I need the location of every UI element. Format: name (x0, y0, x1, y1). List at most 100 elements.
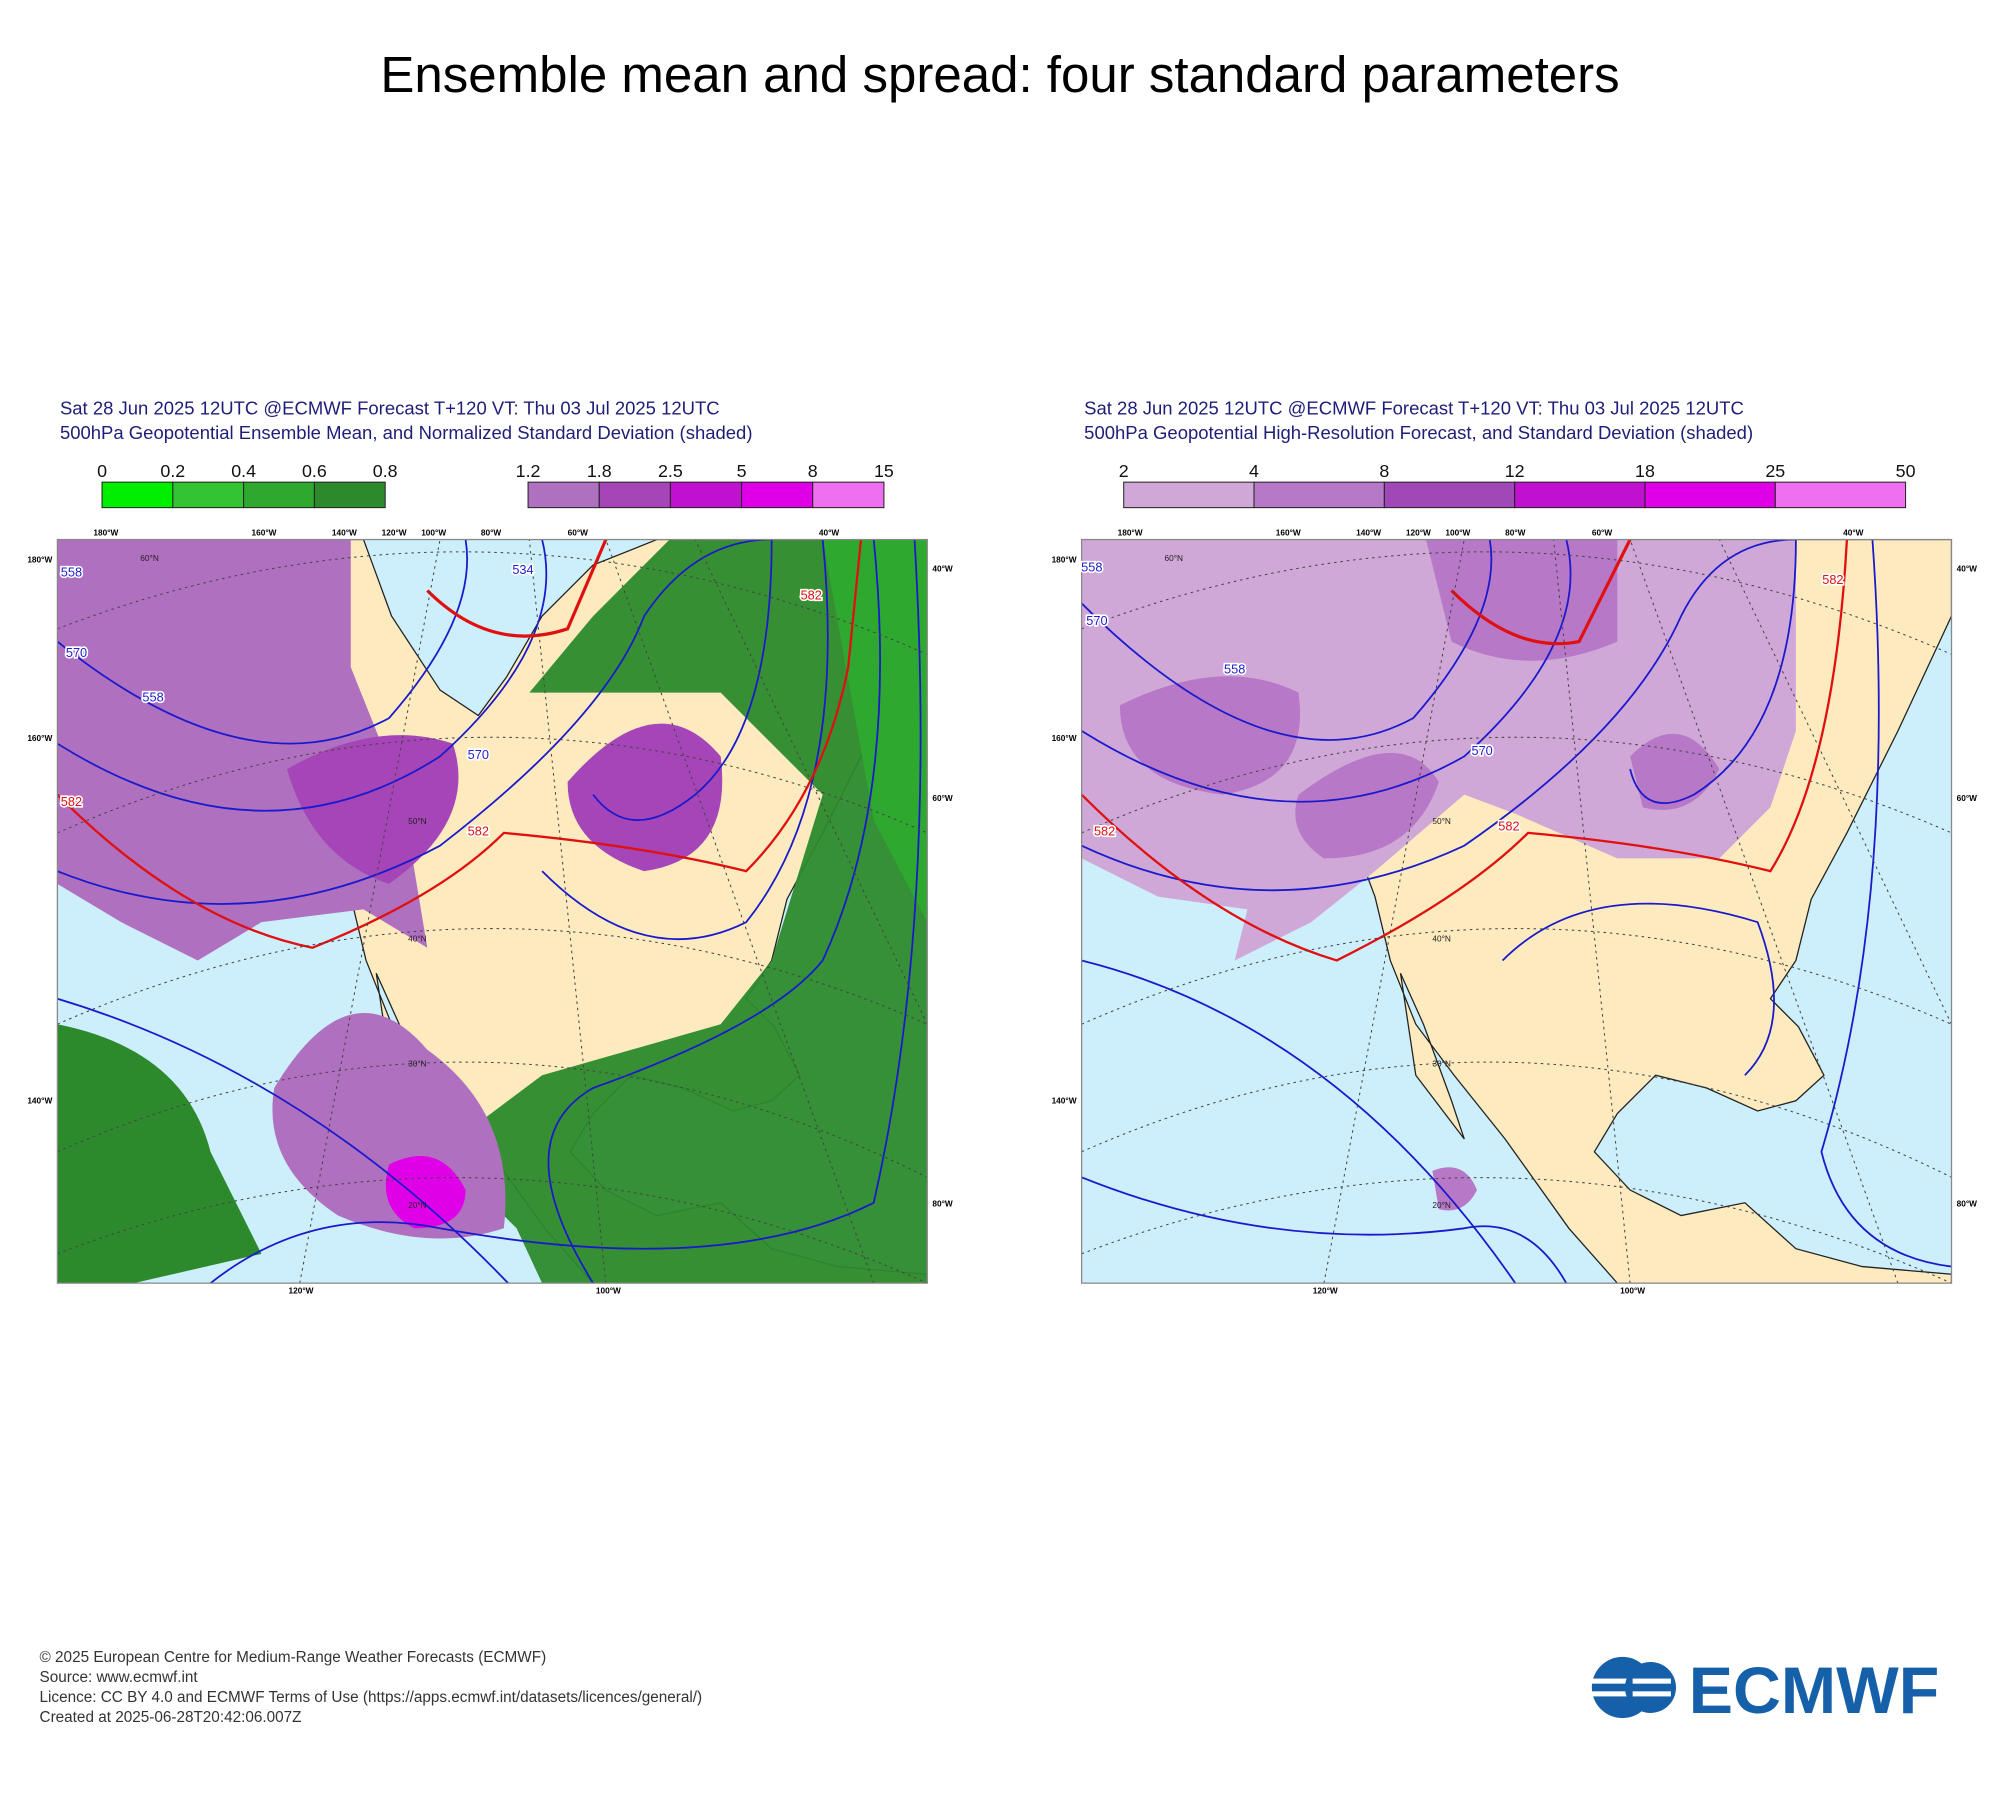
lon-label: 140°W (332, 528, 357, 538)
contour-label: 582 (1498, 818, 1519, 833)
map-ensemble (57, 539, 928, 1284)
lon-label: 80°W (1505, 528, 1526, 538)
shade-green-sw (57, 1024, 262, 1284)
lon-label: 140°W (27, 1095, 52, 1105)
contour-label: 570 (66, 645, 87, 660)
lat-label: 40°N (1432, 933, 1451, 943)
lon-label: 160°W (27, 733, 52, 743)
lat-label: 20°N (408, 1200, 427, 1210)
lat-label: 60°N (140, 553, 159, 563)
lat-label: 60°N (1165, 553, 1184, 563)
colorbar-label: 12 (1505, 461, 1525, 481)
lon-label: 100°W (1445, 528, 1470, 538)
lon-label: 100°W (421, 528, 446, 538)
lon-label: 120°W (289, 1285, 314, 1295)
colorbar-label: 1.2 (516, 461, 541, 481)
colorbar-segment (1383, 481, 1516, 509)
shade-green-dark (440, 539, 928, 1284)
colorbar-label: 25 (1765, 461, 1785, 481)
shade-purple-lakes (567, 723, 723, 872)
shade-none (516, 813, 774, 1037)
contour-label: 582 (801, 587, 822, 602)
colorbar-label: 8 (1379, 461, 1389, 481)
lon-label: 60°W (1592, 528, 1613, 538)
lon-label: 140°W (1356, 528, 1381, 538)
colorbar-segment (1253, 481, 1385, 509)
contours (1081, 539, 1952, 1284)
contour-label: 582 (468, 823, 489, 838)
lon-label: 180°W (1052, 554, 1077, 564)
colorbar-label: 0.8 (373, 461, 398, 481)
ecmwf-logo: ECMWF (1589, 1654, 1939, 1728)
page-title: Ensemble mean and spread: four standard … (380, 46, 1619, 103)
contour-582 (1081, 539, 1849, 962)
colorbar-label: 50 (1896, 461, 1916, 481)
colorbar-label: 0 (97, 461, 107, 481)
lon-label: 140°W (1052, 1095, 1077, 1105)
colorbar-segment (172, 481, 245, 509)
lon-label: 160°W (1276, 528, 1301, 538)
contours (57, 539, 922, 1284)
shade-mid-north (1426, 539, 1618, 661)
contour-label: 558 (142, 690, 163, 705)
lon-label: 80°W (481, 528, 502, 538)
colorbar-label: 8 (808, 461, 818, 481)
colorbar-label: 0.2 (160, 461, 185, 481)
contour-label: 582 (61, 794, 82, 809)
contour-label: 558 (61, 565, 82, 580)
contour-label: 582 (1094, 823, 1115, 838)
contour-label: 534 (512, 562, 533, 577)
colorbar-label: 0.4 (231, 461, 256, 481)
shade-light (1081, 539, 1796, 961)
shade-green (822, 539, 928, 923)
logo-text: ECMWF (1689, 1654, 1939, 1728)
footer-line: © 2025 European Centre for Medium-Range … (40, 1649, 547, 1666)
shade-mid-lakes (1630, 733, 1720, 810)
colorbar-label: 0.6 (302, 461, 327, 481)
lon-label: 40°W (932, 563, 953, 573)
shade-mid-west (1295, 752, 1439, 859)
lat-label: 40°N (408, 933, 427, 943)
lon-label: 80°W (932, 1199, 953, 1209)
panel-header: 500hPa Geopotential Ensemble Mean, and N… (60, 422, 753, 443)
contour-red-thick (1450, 539, 1632, 646)
lat-label: 30°N (408, 1058, 427, 1068)
contour-label: 570 (1086, 613, 1107, 628)
colorbar-label: 1.8 (587, 461, 612, 481)
panel-header: Sat 28 Jun 2025 12UTC @ECMWF Forecast T+… (60, 398, 720, 419)
shade-magenta (385, 1156, 466, 1229)
colorbar-segment (1123, 481, 1255, 509)
contour-label: 558 (1224, 661, 1245, 676)
colorbar-segment (669, 481, 743, 509)
colorbar-segment (741, 481, 814, 509)
colorbar-label: 4 (1249, 461, 1259, 481)
colorbar-segment (1514, 481, 1646, 509)
contour-label: 582 (1822, 572, 1843, 587)
lon-label: 160°W (252, 528, 277, 538)
footer-line: Source: www.ecmwf.int (40, 1669, 199, 1686)
footer-line: Licence: CC BY 4.0 and ECMWF Terms of Us… (40, 1689, 703, 1706)
lat-label: 50°N (1432, 816, 1451, 826)
colorbar-label: 2.5 (658, 461, 683, 481)
shade-purple (57, 539, 428, 961)
colorbar-label: 5 (737, 461, 747, 481)
colorbar-segment (1644, 481, 1776, 509)
contour-label: 570 (468, 747, 489, 762)
map-hres (1081, 539, 1952, 1284)
lon-label: 100°W (596, 1285, 621, 1295)
contour-582 (57, 539, 863, 949)
footer-line: Created at 2025-06-28T20:42:06.007Z (40, 1709, 302, 1726)
colorbar-label: 2 (1119, 461, 1129, 481)
lon-label: 60°W (932, 793, 953, 803)
colorbar-segment (243, 481, 315, 509)
colorbar-label: 18 (1635, 461, 1655, 481)
map-frame (1080, 538, 1953, 1284)
lon-label: 180°W (1118, 528, 1143, 538)
scaled-layer: Ensemble mean and spread: four standard … (27, 46, 1977, 1728)
colorbar-segment (527, 481, 600, 509)
shade-purple-mid (286, 735, 459, 884)
lon-label: 120°W (1406, 528, 1431, 538)
panel-header: 500hPa Geopotential High-Resolution Fore… (1084, 422, 1753, 443)
